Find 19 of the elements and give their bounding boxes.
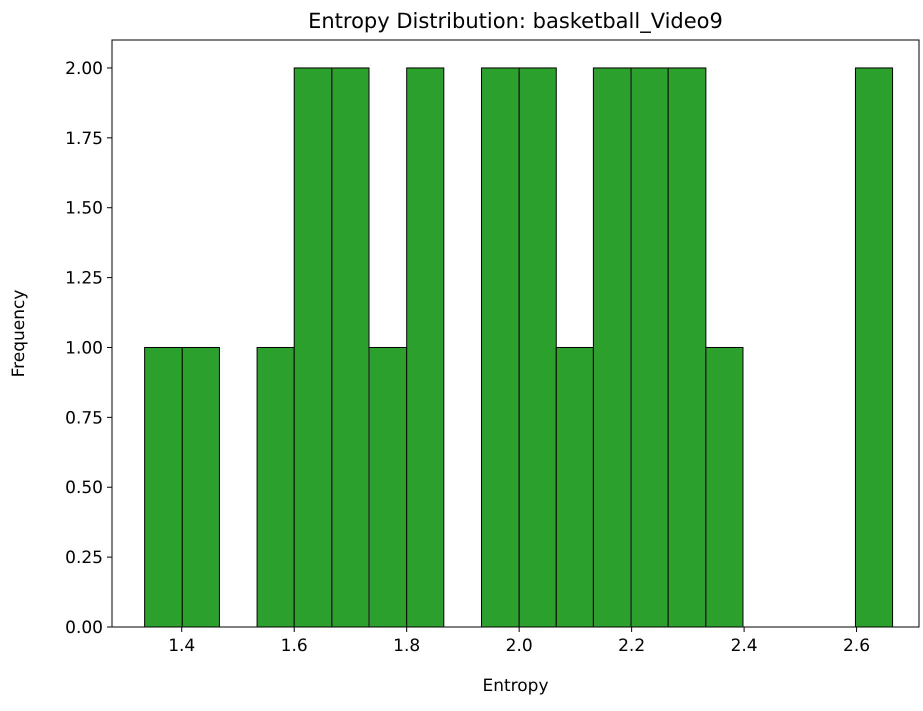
y-tick-label: 1.25 — [65, 268, 103, 289]
y-axis-title: Frequency — [9, 290, 29, 378]
x-tick-label: 2.0 — [506, 636, 533, 656]
x-axis-title: Entropy — [482, 676, 549, 696]
y-tick-label: 1.75 — [65, 128, 103, 149]
x-tick-label: 2.4 — [730, 636, 758, 656]
y-tick-label: 0.50 — [65, 478, 103, 498]
x-tick-label: 1.8 — [393, 636, 420, 656]
y-tick-label: 0.75 — [65, 408, 103, 428]
y-tick-label: 0.25 — [65, 548, 103, 568]
x-tick-label: 1.6 — [280, 636, 308, 656]
y-tick-label: 0.00 — [65, 618, 103, 638]
chart-title: Entropy Distribution: basketball_Video9 — [308, 9, 723, 33]
y-tick-label: 2.00 — [65, 58, 103, 79]
x-tick-label: 2.2 — [618, 636, 646, 656]
y-tick-label: 1.00 — [65, 338, 103, 358]
x-tick-label: 2.6 — [843, 636, 870, 656]
x-tick-label: 1.4 — [168, 636, 196, 656]
y-tick-label: 1.50 — [65, 198, 103, 219]
